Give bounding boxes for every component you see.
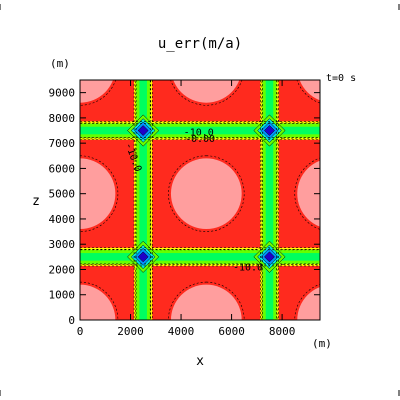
y-tick-label: 2000 (49, 263, 76, 276)
y-tick-label: 1000 (49, 289, 76, 302)
contour-label: -0.00 (185, 134, 215, 145)
y-tick-label: 6000 (49, 162, 76, 175)
x-tick-label: 0 (77, 325, 84, 338)
cell-centre (299, 80, 320, 101)
minimum-marker (264, 125, 275, 136)
cell-centre (297, 160, 320, 227)
x-axis-ticks: 0 2000 4000 6000 8000 (77, 80, 296, 338)
chart-title: u_err(m/a) (158, 36, 242, 52)
y-tick-label: 4000 (49, 213, 76, 226)
cell-centre (173, 80, 240, 103)
contour-label: -10.0 (184, 128, 214, 139)
boundary-band (80, 253, 320, 261)
y-tick-label: 5000 (49, 188, 76, 201)
x-unit-label: (m) (312, 337, 332, 350)
contour-lines (80, 80, 320, 320)
y-axis-ticks: 0 1000 2000 3000 4000 5000 6000 7000 8000 9000 (49, 87, 320, 327)
minimum-marker (264, 251, 275, 263)
cell-centre (80, 158, 116, 230)
cell-centre (80, 284, 116, 320)
x-axis-label: x (196, 354, 204, 369)
boundary-band (80, 126, 320, 135)
contour-line (150, 137, 263, 250)
y-tick-label: 7000 (49, 137, 76, 150)
x-tick-label: 2000 (117, 325, 144, 338)
contour-line (150, 264, 263, 320)
boundary-band (139, 80, 147, 320)
cell-centre (80, 80, 114, 103)
field-layer (80, 80, 320, 320)
time-label: t=0 s (326, 73, 356, 84)
cell-centre (170, 158, 242, 230)
x-tick-label: 6000 (218, 325, 245, 338)
cell-centre (170, 284, 242, 320)
boundary-band (265, 80, 274, 320)
y-unit-label: (m) (50, 57, 70, 70)
y-tick-label: 9000 (49, 87, 76, 100)
contour-label: -10.0 (233, 263, 263, 274)
minimum-marker (137, 125, 149, 136)
corner-marks (0, 4, 400, 396)
y-tick-label: 3000 (49, 238, 76, 251)
x-tick-label: 4000 (168, 325, 195, 338)
y-axis-label: z (32, 194, 40, 209)
x-tick-label: 8000 (269, 325, 296, 338)
contour-line (168, 281, 245, 320)
minimum-marker (137, 251, 149, 263)
y-tick-label: 8000 (49, 112, 76, 125)
y-tick-label: 0 (68, 314, 75, 327)
plot-frame (79, 79, 321, 321)
contour-line (168, 155, 245, 232)
